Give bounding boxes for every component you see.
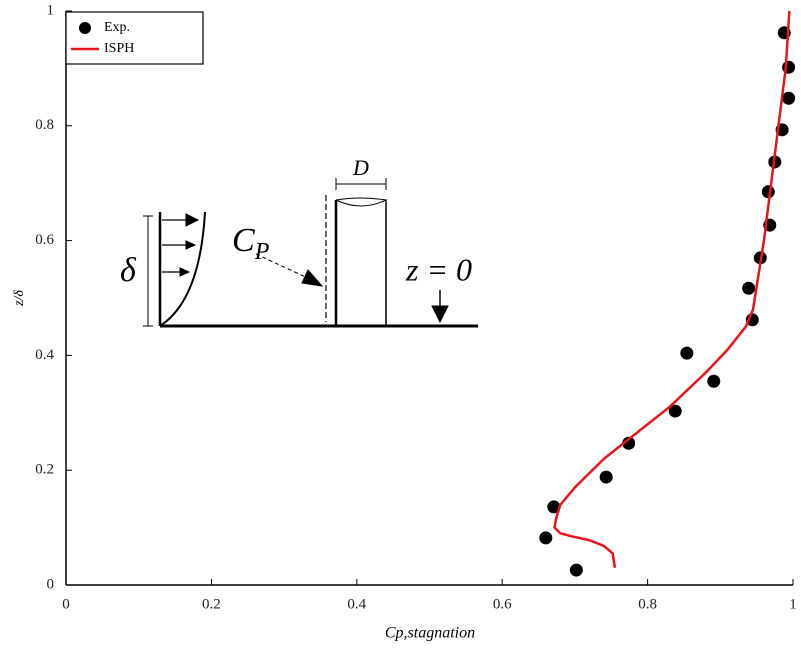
legend: Exp. ISPH xyxy=(71,20,134,56)
cp-arrow xyxy=(255,253,313,281)
cp-arrow-head xyxy=(301,269,324,287)
data-point xyxy=(539,531,553,545)
x-tick-label: 0.8 xyxy=(638,596,657,612)
data-point xyxy=(547,500,561,514)
y-axis-label: z/δ xyxy=(12,290,27,307)
diameter-label: D xyxy=(352,155,369,180)
cp-main: C xyxy=(232,222,255,259)
y-tick-label: 0.8 xyxy=(35,117,54,133)
x-tick-label: 0 xyxy=(62,596,70,612)
z-arrow-head xyxy=(431,305,449,324)
arrow-head xyxy=(179,267,191,277)
y-tick-label: 1 xyxy=(47,2,55,18)
x-tick-label: 0.2 xyxy=(202,596,221,612)
data-point xyxy=(707,374,721,388)
data-point xyxy=(569,563,583,577)
data-line xyxy=(553,10,791,568)
data-point xyxy=(599,470,613,484)
y-tick-label: 0.6 xyxy=(35,232,54,248)
legend-label: Exp. xyxy=(104,20,130,35)
data-point xyxy=(622,436,636,450)
data-point xyxy=(782,91,796,105)
legend-box xyxy=(65,11,204,65)
data-point xyxy=(668,404,682,418)
cylinder-top xyxy=(335,197,388,207)
data-point xyxy=(742,281,756,295)
x-tick-label: 0.4 xyxy=(347,596,366,612)
y-tick-label: 0.2 xyxy=(35,462,54,478)
inset-diagram xyxy=(143,178,478,328)
origin-label: z = 0 xyxy=(405,251,472,287)
profile xyxy=(159,211,206,327)
arrow-head xyxy=(185,213,200,227)
cp-sub: P xyxy=(254,239,270,265)
y-tick-label: 0.4 xyxy=(35,347,54,363)
legend-marker xyxy=(79,22,91,34)
x-tick-label: 0.6 xyxy=(493,596,512,612)
y-tick-label: 0 xyxy=(47,576,55,592)
arrow-head xyxy=(185,240,197,250)
legend-label: ISPH xyxy=(104,41,134,56)
delta-label: δ xyxy=(120,252,137,289)
cp-label: CP xyxy=(232,222,270,265)
x-tick-label: 1 xyxy=(789,596,797,612)
x-axis-label: Cp,stagnation xyxy=(385,625,475,642)
data-point xyxy=(680,346,694,360)
